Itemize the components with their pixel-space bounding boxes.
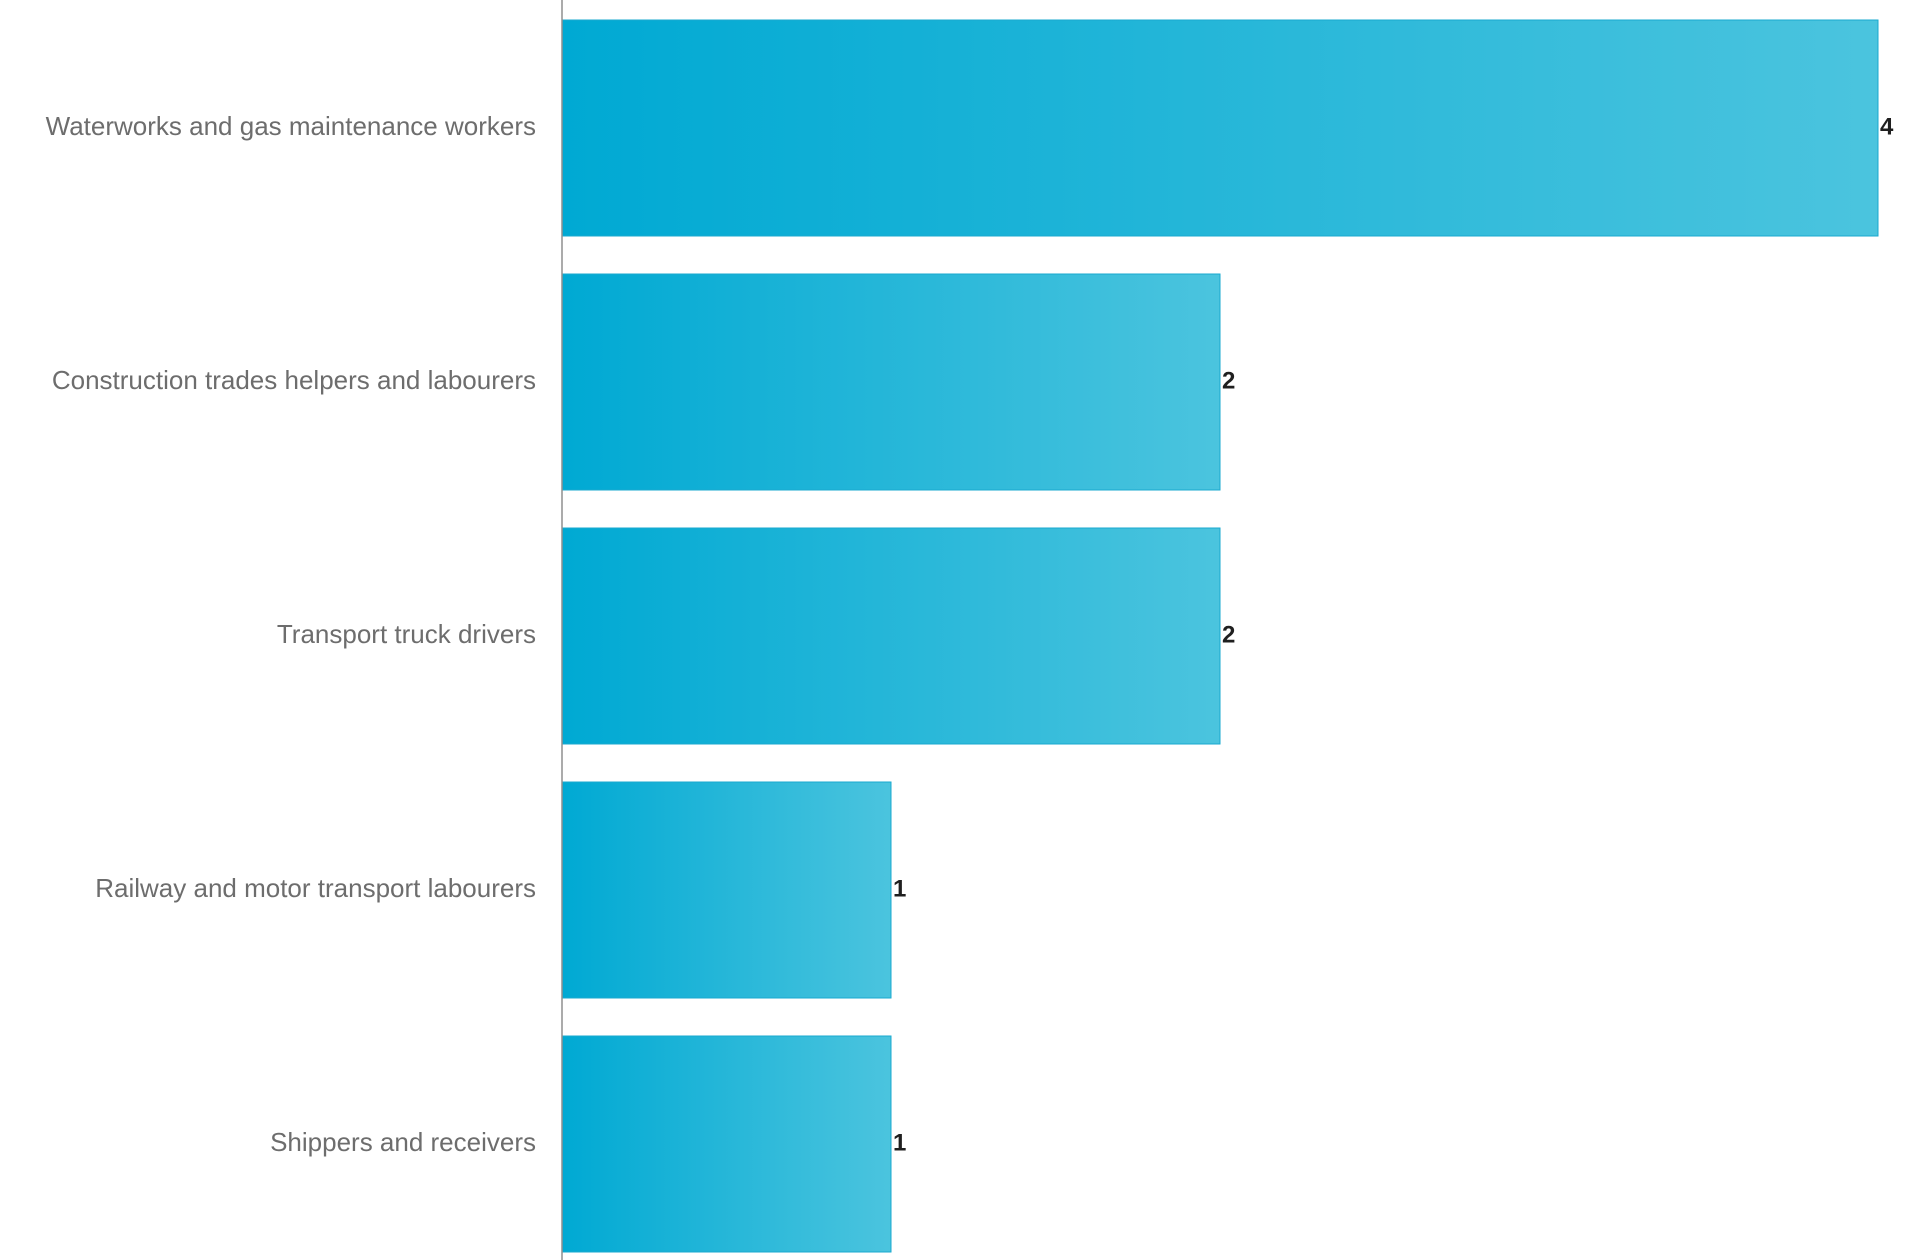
bar-3 [561,781,892,999]
category-label-3: Railway and motor transport labourers [95,873,536,903]
category-labels-layer: Waterworks and gas maintenance workers Co… [46,111,536,1157]
category-label-1: Construction trades helpers and labourer… [52,365,536,395]
bar-1 [561,273,1221,491]
value-label-0: 4 [1880,113,1894,140]
bar-0 [561,19,1879,237]
category-label-4: Shippers and receivers [270,1127,536,1157]
value-label-4: 1 [893,1129,906,1156]
bar-2 [561,527,1221,745]
bar-4 [561,1035,892,1253]
bars-layer [561,19,1879,1253]
category-label-0: Waterworks and gas maintenance workers [46,111,536,141]
value-labels-layer: 4 2 2 1 1 [893,113,1894,1156]
value-label-2: 2 [1222,621,1235,648]
value-label-3: 1 [893,875,906,902]
category-label-2: Transport truck drivers [277,619,536,649]
value-label-1: 2 [1222,367,1235,394]
